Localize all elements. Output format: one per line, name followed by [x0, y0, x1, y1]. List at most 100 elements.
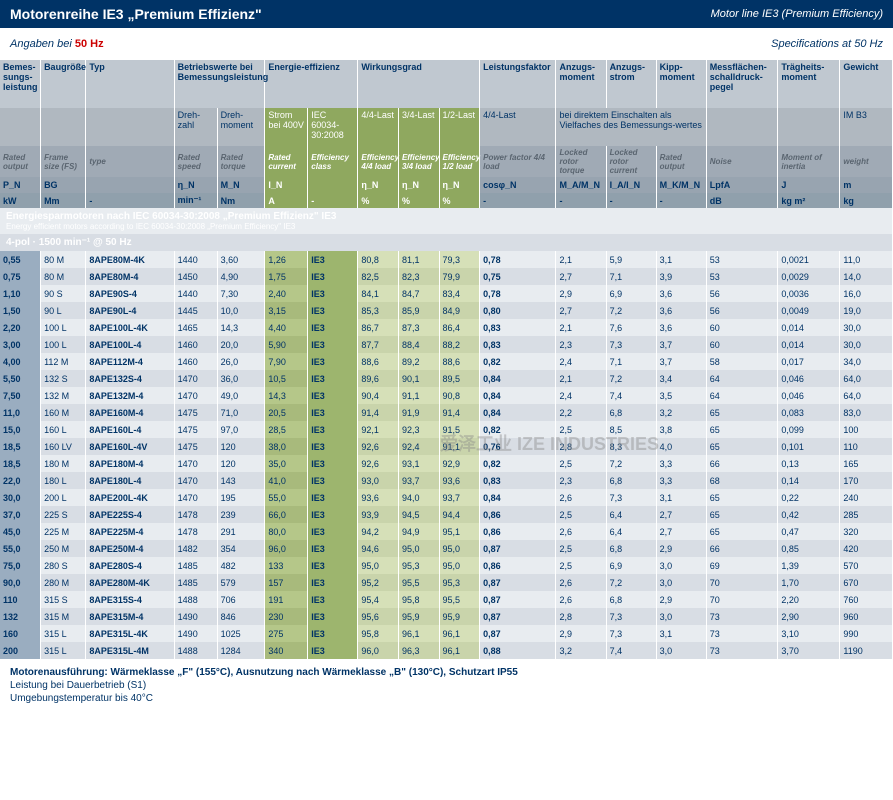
cell: 3,3 [656, 472, 706, 489]
cell: 95,4 [358, 591, 399, 608]
table-row: 160315 L8APE315L-4K14901025275IE395,896,… [0, 625, 893, 642]
cell: 3,6 [656, 319, 706, 336]
table-row: 3,00100 L8APE100L-4146020,05,90IE387,788… [0, 336, 893, 353]
cell: 95,9 [398, 608, 439, 625]
header-cell: - [656, 193, 706, 208]
cell: 420 [840, 540, 893, 557]
cell: 3,4 [656, 370, 706, 387]
cell: 0,86 [480, 557, 556, 574]
cell: 570 [840, 557, 893, 574]
cell: 2,7 [556, 268, 606, 285]
cell: 280 M [41, 574, 86, 591]
cell: 275 [265, 625, 308, 642]
header-cell: kW [0, 193, 41, 208]
header-cell: kg m² [778, 193, 840, 208]
cell: 0,84 [480, 387, 556, 404]
cell: IE3 [308, 370, 358, 387]
cell: 100 [840, 421, 893, 438]
header-row-2: Dreh-zahlDreh-momentStrom bei 400VIEC 60… [0, 108, 893, 146]
header-cell: Messflächen-schalldruck-pegel [706, 60, 778, 108]
cell: 0,87 [480, 591, 556, 608]
cell: 89,2 [398, 353, 439, 370]
cell: 1470 [174, 370, 217, 387]
cell: 7,3 [606, 608, 656, 625]
cell: 315 M [41, 608, 86, 625]
cell: 2,20 [0, 319, 41, 336]
cell: 30,0 [840, 319, 893, 336]
cell: 230 [265, 608, 308, 625]
cell: 3,5 [656, 387, 706, 404]
cell: 86,7 [358, 319, 399, 336]
cell: 2,8 [556, 608, 606, 625]
cell: 1025 [217, 625, 265, 642]
cell: 80 M [41, 268, 86, 285]
cell: 11,0 [840, 251, 893, 268]
header-cell: Trägheits-moment [778, 60, 840, 108]
cell: 73 [706, 642, 778, 659]
cell: 0,75 [480, 268, 556, 285]
header-cell: A [265, 193, 308, 208]
cell: 97,0 [217, 421, 265, 438]
cell: IE3 [308, 557, 358, 574]
cell: 92,1 [358, 421, 399, 438]
cell: 0,101 [778, 438, 840, 455]
cell: 66 [706, 540, 778, 557]
cell: 1470 [174, 387, 217, 404]
cell: 120 [217, 455, 265, 472]
cell: 0,014 [778, 319, 840, 336]
cell: 38,0 [265, 438, 308, 455]
cell: 340 [265, 642, 308, 659]
cell: 3,1 [656, 489, 706, 506]
table-row: 1,1090 S8APE90S-414407,302,40IE384,184,7… [0, 285, 893, 302]
cell: 8APE315L-4M [86, 642, 174, 659]
cell: 84,1 [358, 285, 399, 302]
cell: 133 [265, 557, 308, 574]
cell: 64 [706, 387, 778, 404]
cell: 354 [217, 540, 265, 557]
header-cell [308, 177, 358, 193]
cell: 2,6 [556, 591, 606, 608]
cell: 94,5 [398, 506, 439, 523]
cell: 8APE180L-4 [86, 472, 174, 489]
title-bar: Motorenreihe IE3 „Premium Effizienz" Mot… [0, 0, 893, 28]
foot-l3: Umgebungstemperatur bis 40°C [10, 693, 883, 704]
cell: 8APE132S-4 [86, 370, 174, 387]
cell: 88,4 [398, 336, 439, 353]
cell: 280 S [41, 557, 86, 574]
cell: 7,2 [606, 574, 656, 591]
cell: 65 [706, 489, 778, 506]
cell: 8APE315L-4K [86, 625, 174, 642]
cell: 1460 [174, 353, 217, 370]
cell: 3,15 [265, 302, 308, 319]
cell: 4,90 [217, 268, 265, 285]
cell: 53 [706, 268, 778, 285]
cell: 7,2 [606, 370, 656, 387]
cell: 95,0 [358, 557, 399, 574]
cell: 0,55 [0, 251, 41, 268]
header-cell: Anzugs-strom [606, 60, 656, 108]
cell: 0,083 [778, 404, 840, 421]
cell: 200 [0, 642, 41, 659]
cell: 95,8 [398, 591, 439, 608]
header-cell: type [86, 146, 174, 177]
cell: 1460 [174, 336, 217, 353]
cell: 0,82 [480, 421, 556, 438]
cell: 0,85 [778, 540, 840, 557]
cell: 1450 [174, 268, 217, 285]
cell: 240 [840, 489, 893, 506]
cell: 93,7 [439, 489, 480, 506]
cell: 1488 [174, 642, 217, 659]
table-row: 18,5160 LV8APE160L-4V147512038,0IE392,69… [0, 438, 893, 455]
cell: 225 S [41, 506, 86, 523]
table-row: 75,0280 S8APE280S-41485482133IE395,095,3… [0, 557, 893, 574]
title-de: Motorenreihe IE3 „Premium Effizienz" [10, 6, 262, 22]
cell: 96,1 [439, 625, 480, 642]
cell: IE3 [308, 421, 358, 438]
cell: 670 [840, 574, 893, 591]
cell: 3,0 [656, 608, 706, 625]
header-cell: IEC 60034-30:2008 [308, 108, 358, 146]
cell: 93,0 [358, 472, 399, 489]
cell: 110 [840, 438, 893, 455]
cell: 7,4 [606, 642, 656, 659]
section-row: Energiesparmotoren nach IEC 60034-30:200… [0, 208, 893, 234]
